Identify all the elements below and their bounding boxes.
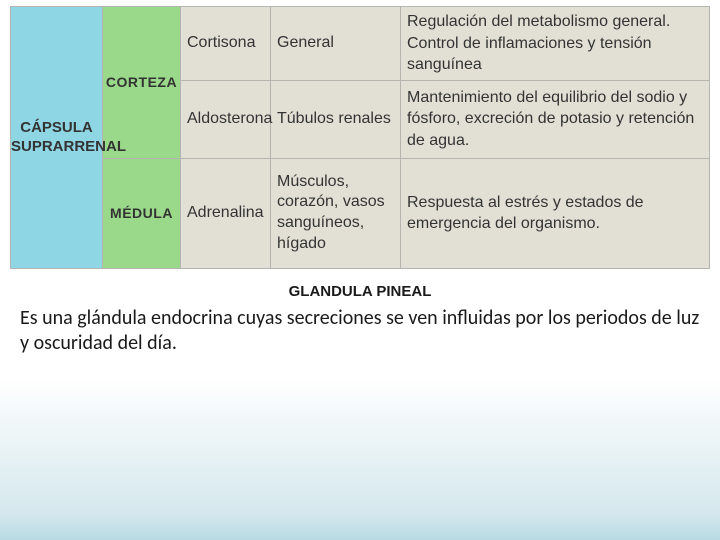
zone-cell-medula: MÉDULA: [103, 158, 181, 268]
table-row: CÁPSULA SUPRARRENAL CORTEZA Cortisona Ge…: [11, 7, 710, 81]
function-cell: Regulación del metabolismo general. Cont…: [401, 7, 710, 81]
hormone-cell: Adrenalina: [181, 158, 271, 268]
hormone-cell: Aldosterona: [181, 80, 271, 158]
section-body: Es una glándula endocrina cuyas secrecio…: [0, 300, 720, 356]
hormone-cell: Cortisona: [181, 7, 271, 81]
section-heading: GLANDULA PINEAL: [0, 283, 720, 300]
function-cell: Respuesta al estrés y estados de emergen…: [401, 158, 710, 268]
target-cell: Túbulos renales: [271, 80, 401, 158]
endocrine-table-container: CÁPSULA SUPRARRENAL CORTEZA Cortisona Ge…: [0, 0, 720, 269]
table-row: MÉDULA Adrenalina Músculos, corazón, vas…: [11, 158, 710, 268]
target-cell: Músculos, corazón, vasos sanguíneos, híg…: [271, 158, 401, 268]
zone-cell-corteza: CORTEZA: [103, 7, 181, 159]
capsule-cell: CÁPSULA SUPRARRENAL: [11, 7, 103, 269]
function-cell: Mantenimiento del equilibrio del sodio y…: [401, 80, 710, 158]
target-cell: General: [271, 7, 401, 81]
endocrine-table: CÁPSULA SUPRARRENAL CORTEZA Cortisona Ge…: [10, 6, 710, 269]
